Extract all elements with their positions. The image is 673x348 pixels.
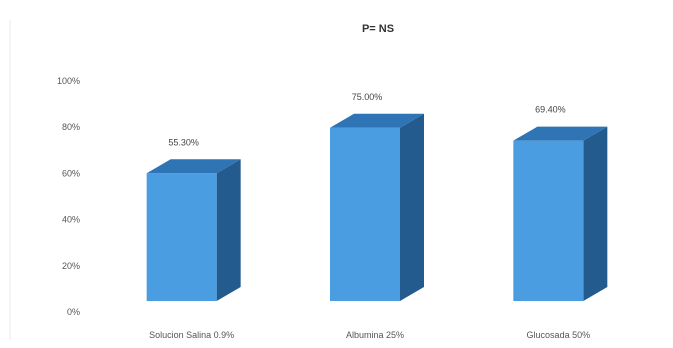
bar-side bbox=[400, 113, 424, 301]
bar-side bbox=[583, 126, 608, 301]
y-tick-label: 60% bbox=[62, 168, 80, 178]
bar-front bbox=[330, 127, 400, 301]
bar-top bbox=[513, 126, 608, 141]
chart-subtitle: P= NS bbox=[362, 23, 394, 35]
x-axis: Solucion Salina 0.9% Albumina 25% Glucosad… bbox=[149, 330, 590, 340]
bar-side bbox=[216, 159, 241, 301]
y-tick-label: 100% bbox=[57, 76, 80, 86]
bar bbox=[330, 113, 424, 301]
x-category-label: Glucosada 50% bbox=[527, 330, 591, 340]
bar-top bbox=[146, 159, 241, 174]
y-tick-label: 80% bbox=[62, 122, 80, 132]
bar bbox=[146, 159, 241, 301]
y-tick-label: 20% bbox=[62, 261, 80, 271]
bar bbox=[513, 126, 608, 301]
bars: 55.30% 75.00% 69.40% bbox=[146, 92, 608, 301]
bar-front bbox=[513, 140, 584, 301]
bar-front bbox=[146, 173, 217, 301]
y-axis: 0% 20% 40% 60% 80% 100% bbox=[57, 76, 80, 317]
data-label: 75.00% bbox=[352, 92, 383, 102]
x-category-label: Albumina 25% bbox=[346, 330, 404, 340]
y-tick-label: 40% bbox=[62, 215, 80, 225]
y-tick-label: 0% bbox=[67, 307, 80, 317]
data-label: 55.30% bbox=[168, 137, 199, 147]
x-category-label: Solucion Salina 0.9% bbox=[149, 330, 234, 340]
data-label: 69.40% bbox=[535, 105, 566, 115]
bar-top bbox=[330, 113, 424, 128]
